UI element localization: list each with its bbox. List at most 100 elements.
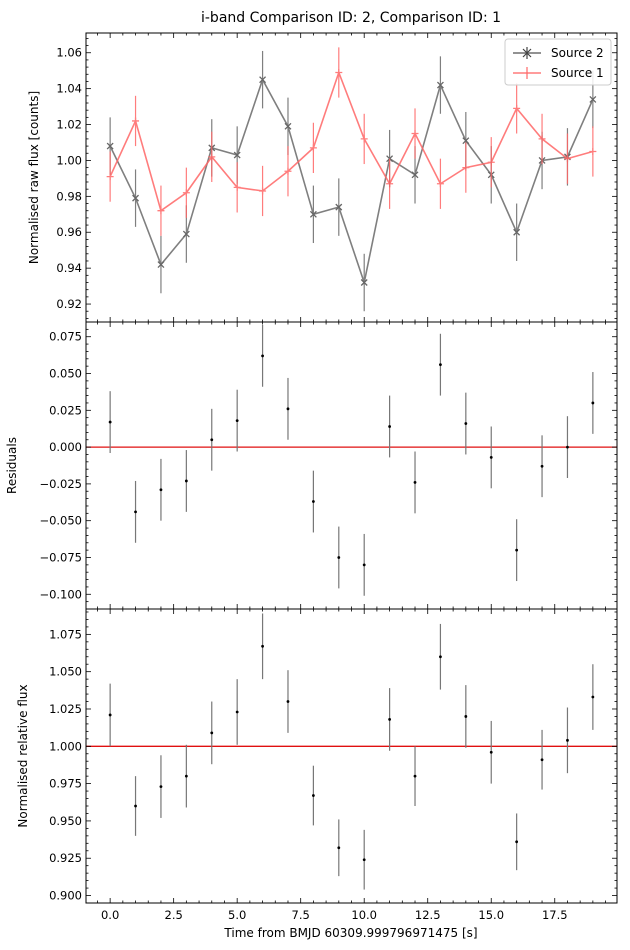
data-point: [439, 655, 442, 659]
data-point: [106, 142, 114, 150]
axes-frame: [85, 608, 618, 904]
data-point: [487, 158, 495, 166]
panel-1: Source 2 Source 1 0.92 0.94 0.96 0.98 1.00 1.02…: [27, 32, 618, 323]
data-point: [261, 644, 264, 648]
scatter-series: [108, 613, 595, 890]
legend-label: Source 1: [551, 66, 604, 80]
data-point: [108, 420, 112, 424]
data-point: [413, 481, 417, 484]
data-point: [360, 135, 368, 143]
y-axis-label: Normalised relative flux: [16, 684, 30, 827]
plot-area: [106, 47, 597, 312]
data-point: [106, 173, 114, 181]
x-axis-label: Time from BMJD 60309.999796971475 [s]: [223, 926, 477, 940]
y-tick-label: 1.04: [56, 82, 82, 96]
data-point: [311, 794, 315, 797]
x-tick-label: 2.5: [165, 908, 183, 922]
legend-marker: [522, 47, 532, 59]
data-point: [159, 785, 163, 788]
data-point: [386, 180, 394, 188]
x-tick-label: 15.0: [478, 908, 504, 922]
data-point: [538, 135, 546, 143]
data-point: [362, 563, 366, 567]
data-point: [210, 438, 214, 442]
data-point: [589, 147, 597, 155]
data-point: [337, 556, 341, 559]
y-tick-label: 0.900: [49, 889, 82, 903]
data-point: [284, 167, 292, 175]
y-tick-label: 0.950: [49, 814, 82, 828]
data-point: [439, 363, 442, 367]
data-point: [132, 117, 140, 125]
y-tick-label: 1.025: [49, 702, 82, 716]
data-point: [436, 81, 444, 89]
y-tick-label: 0.000: [49, 440, 82, 454]
data-point: [208, 153, 216, 161]
data-point: [589, 95, 597, 103]
data-point: [388, 718, 392, 721]
data-point: [132, 194, 140, 202]
data-point: [462, 164, 470, 172]
y-tick-label: −0.075: [39, 550, 82, 564]
series-source-1: [106, 47, 597, 236]
plot-area: [86, 324, 617, 596]
y-tick-label: 1.075: [49, 627, 82, 641]
data-point: [259, 76, 267, 84]
data-point: [540, 758, 544, 762]
data-point: [360, 279, 368, 286]
data-point: [335, 203, 343, 211]
ticks: [86, 609, 617, 904]
data-point: [159, 488, 163, 492]
y-tick-label: 0.975: [49, 777, 82, 791]
data-point: [489, 750, 493, 754]
x-tick-label: 12.5: [415, 908, 441, 922]
data-point: [513, 104, 521, 112]
y-axis-label: Residuals: [5, 437, 19, 494]
data-point: [540, 464, 544, 468]
legend: Source 2 Source 1: [504, 38, 612, 86]
y-tick-label: −0.100: [39, 587, 82, 601]
x-tick-label: 0.0: [101, 908, 119, 922]
data-point: [184, 479, 188, 483]
y-tick-label: 0.075: [49, 330, 82, 344]
data-point: [108, 713, 112, 717]
x-tick-label: 7.5: [292, 908, 310, 922]
data-point: [182, 230, 190, 238]
data-point: [362, 858, 366, 862]
y-tick-label: 0.025: [49, 403, 82, 417]
data-point: [411, 130, 419, 138]
y-tick-label: 0.98: [56, 189, 82, 203]
panels: Source 2 Source 1 0.92 0.94 0.96 0.98 1.00 1.02…: [5, 32, 618, 922]
data-point: [411, 171, 419, 179]
y-tick-label: 0.96: [56, 225, 82, 239]
data-point: [286, 407, 290, 411]
data-point: [286, 700, 290, 703]
y-tick-label: 0.925: [49, 851, 82, 865]
data-point: [309, 144, 317, 152]
data-point: [591, 401, 595, 405]
data-point: [489, 456, 493, 459]
y-axis-label: Normalised raw flux [counts]: [27, 91, 41, 264]
y-tick-label: 1.050: [49, 665, 82, 679]
data-point: [513, 228, 521, 236]
series-source-2: [106, 50, 597, 312]
data-point: [261, 354, 264, 358]
x-tick-label: 17.5: [542, 908, 568, 922]
data-point: [235, 419, 239, 423]
series-line: [109, 70, 594, 213]
x-tick-label: 10.0: [351, 908, 377, 922]
panel-3: 0.0 2.5 5.0 7.5 10.0 12.5 15.0 17.5 0.900 0.925 0.…: [16, 608, 618, 922]
data-point: [311, 500, 315, 503]
data-point: [284, 122, 292, 130]
y-tick-label: −0.050: [39, 514, 82, 528]
ticks: [86, 321, 617, 609]
data-point: [233, 183, 241, 191]
y-tick-label: 1.06: [56, 46, 82, 60]
data-point: [436, 180, 444, 188]
data-point: [386, 155, 394, 163]
data-point: [335, 68, 343, 76]
panel-2: −0.100 −0.075 −0.050 −0.025 0.000 0.025 0.050 0…: [5, 321, 618, 610]
legend-label: Source 2: [551, 46, 604, 60]
data-point: [182, 189, 190, 197]
y-tick-label: 0.050: [49, 367, 82, 381]
